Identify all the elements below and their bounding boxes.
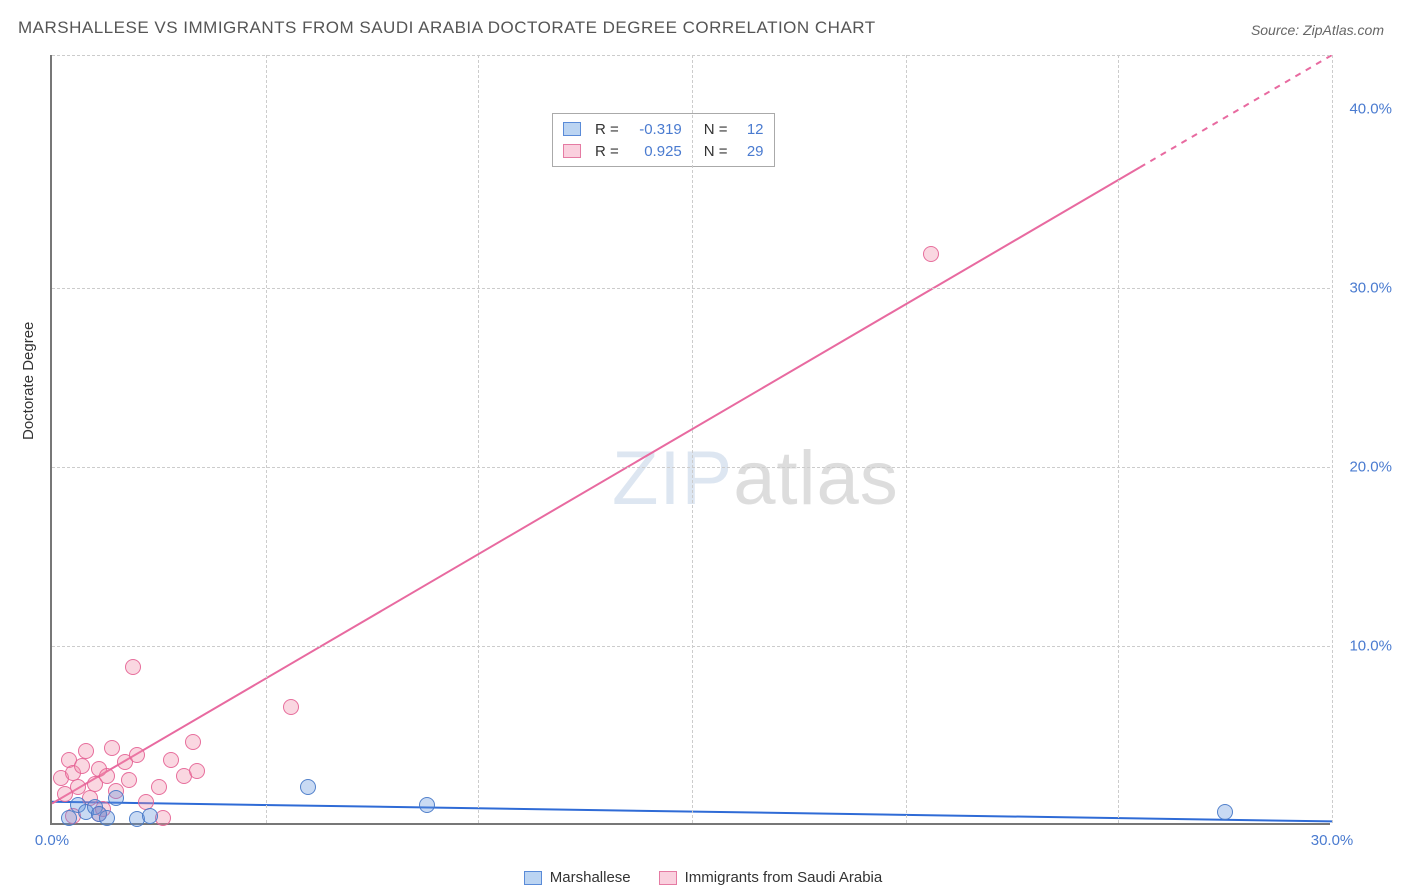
r-value-blue: -0.319: [627, 121, 682, 138]
swatch-blue-icon: [524, 871, 542, 885]
r-label: R =: [595, 121, 619, 138]
hgridline: [52, 288, 1330, 289]
source-name: ZipAtlas.com: [1303, 22, 1384, 38]
marker-pink: [151, 779, 167, 795]
legend-item-blue: Marshallese: [524, 869, 631, 886]
y-tick-label: 30.0%: [1337, 279, 1392, 296]
marker-pink: [74, 758, 90, 774]
vgridline: [478, 55, 479, 823]
marker-pink: [163, 752, 179, 768]
marker-pink: [125, 659, 141, 675]
stats-legend: R = -0.319 N = 12 R = 0.925 N = 29: [552, 113, 775, 167]
marker-blue: [1217, 804, 1233, 820]
marker-pink: [185, 734, 201, 750]
y-axis-title: Doctorate Degree: [20, 322, 37, 440]
marker-blue: [419, 797, 435, 813]
marker-blue: [99, 810, 115, 826]
vgridline: [1332, 55, 1333, 823]
marker-pink: [104, 740, 120, 756]
r-value-pink: 0.925: [627, 143, 682, 160]
marker-blue: [300, 779, 316, 795]
marker-pink: [129, 747, 145, 763]
y-tick-label: 40.0%: [1337, 100, 1392, 117]
marker-blue: [108, 790, 124, 806]
swatch-blue-icon: [563, 122, 581, 136]
vgridline: [692, 55, 693, 823]
r-label: R =: [595, 143, 619, 160]
bottom-legend: Marshallese Immigrants from Saudi Arabia: [0, 869, 1406, 886]
vgridline: [1118, 55, 1119, 823]
hgridline: [52, 467, 1330, 468]
plot-area: ZIPatlas R = -0.319 N = 12 R = 0.925 N =…: [50, 55, 1330, 825]
marker-pink: [189, 763, 205, 779]
x-tick-label: 30.0%: [1311, 832, 1354, 849]
chart-title: MARSHALLESE VS IMMIGRANTS FROM SAUDI ARA…: [18, 18, 876, 38]
legend-label-blue: Marshallese: [550, 869, 631, 886]
stats-row-blue: R = -0.319 N = 12: [563, 118, 764, 140]
stats-row-pink: R = 0.925 N = 29: [563, 140, 764, 162]
legend-label-pink: Immigrants from Saudi Arabia: [685, 869, 883, 886]
y-tick-label: 10.0%: [1337, 637, 1392, 654]
vgridline: [266, 55, 267, 823]
hgridline: [52, 646, 1330, 647]
watermark-left: ZIP: [612, 436, 733, 521]
n-value-pink: 29: [736, 143, 764, 160]
marker-pink: [923, 246, 939, 262]
source-attribution: Source: ZipAtlas.com: [1251, 22, 1384, 38]
source-prefix: Source:: [1251, 22, 1303, 38]
swatch-pink-icon: [563, 144, 581, 158]
watermark-right: atlas: [733, 436, 899, 521]
watermark: ZIPatlas: [612, 435, 899, 522]
marker-blue: [142, 808, 158, 824]
y-tick-label: 20.0%: [1337, 458, 1392, 475]
swatch-pink-icon: [659, 871, 677, 885]
vgridline: [906, 55, 907, 823]
n-label: N =: [704, 143, 728, 160]
legend-item-pink: Immigrants from Saudi Arabia: [659, 869, 883, 886]
marker-pink: [78, 743, 94, 759]
hgridline: [52, 55, 1330, 56]
x-tick-label: 0.0%: [35, 832, 69, 849]
marker-pink: [121, 772, 137, 788]
n-value-blue: 12: [736, 121, 764, 138]
marker-pink: [283, 699, 299, 715]
n-label: N =: [704, 121, 728, 138]
